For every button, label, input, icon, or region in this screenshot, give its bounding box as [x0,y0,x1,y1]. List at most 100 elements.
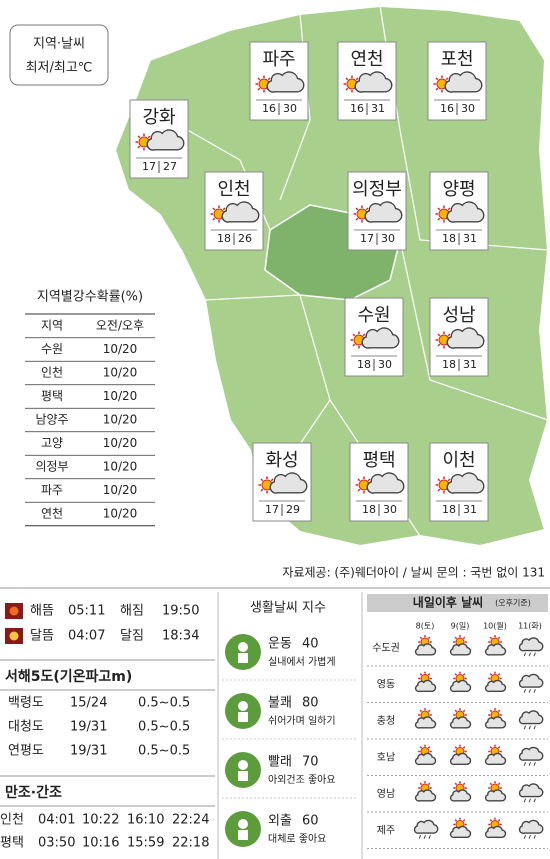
island-text: 대청도 [8,720,44,735]
sun-ray [489,673,493,676]
rain-drop [533,835,536,839]
sun-ray [497,819,501,822]
sun-ray [352,343,356,347]
island-text: 연평도 [8,744,44,759]
city-name: 인천 [217,179,250,200]
city-name: 포천 [440,49,473,70]
cloud-icon [484,752,507,766]
table-cell: 고양 [41,436,63,450]
sunmoon-text: 05:11 [68,604,105,619]
island-text: 0.5~0.5 [138,696,190,711]
tide-text: 22:18 [172,836,209,851]
table-cell: 연천 [41,506,63,521]
rain-drop [523,725,527,730]
rain-drop [523,798,527,803]
rain-drop [528,725,531,730]
legend-box [9,24,109,86]
cloud-icon [518,673,544,688]
tide-text: 16:10 [127,813,164,828]
temp-high: 30 [283,102,297,115]
cloud-icon [484,643,507,656]
city-name: 수원 [357,305,390,326]
temp-high: 30 [381,232,395,245]
cloud-icon [266,71,305,93]
forecast-region: 충청 [377,715,395,727]
sun-ray [362,333,366,337]
sun-ray [497,636,501,640]
forecast-day: 11(화) [518,622,542,631]
life-value: 60 [302,814,319,829]
cloud-icon [446,472,485,494]
sun-ray [489,819,493,822]
island-text: 19/31 [70,744,107,759]
cloud-icon [449,679,472,693]
sun-ray [257,87,261,91]
forecast-region: 호남 [377,752,395,764]
life-icon-figure [238,653,248,663]
sunmoon-text: 달짐 [120,629,144,644]
temp-low: 16 [350,102,364,115]
sun-ray [462,709,466,713]
sunmoon-text: 18:34 [162,629,199,644]
table-cell: 평택 [41,389,63,403]
table-cell: 10/20 [103,342,138,356]
life-note: 쉬어가며 일하기 [268,714,336,727]
cloud-icon [414,752,437,766]
table-cell: 10/20 [103,436,138,450]
sunmoon-text: 달뜸 [30,629,54,644]
table-header: 지역 [41,319,63,333]
temp-low: 16 [440,102,454,115]
cloud-icon [484,789,507,802]
legend-subtitle: 최저/최고℃ [26,61,93,76]
sun-ray [489,746,493,749]
sun-ray [454,673,458,676]
sun-icon [135,133,153,151]
sun-ray [462,782,466,786]
city-name: 양평 [442,179,475,200]
rain-drop [528,762,531,766]
sun-ray [445,77,449,81]
temp-high: 30 [461,102,475,115]
tides-title: 만조·간조 [5,784,62,801]
life-icon-figure [238,771,248,781]
table-cell: 10/20 [103,483,138,497]
tide-text: 10:16 [82,836,119,851]
forecast-header-band [367,594,548,612]
life-icon-figure [238,701,248,711]
forecast-subtitle: (오후기준) [495,599,531,608]
island-text: 0.5~0.5 [138,744,190,759]
islands-title: 서해5도(기온파고m) [5,669,132,685]
cloud-icon [484,825,507,839]
cloud-icon [364,201,403,223]
sun-ray [270,478,274,482]
sun-ray [427,782,431,786]
life-name: 외출 [268,814,292,829]
sunmoon-text: 해짐 [120,604,144,619]
sun-ray [419,709,423,713]
cloud-icon [413,819,439,834]
sun-ray [419,782,423,786]
precip-title: 지역별강수확률(%) [37,290,143,305]
sun-ray [345,87,349,91]
sun-ray [357,478,361,482]
legend-title: 지역·날씨 [33,37,85,52]
table-cell: 수원 [41,342,63,356]
cloud-icon [449,643,472,656]
cloud-icon [518,637,544,652]
temp-high: 31 [371,102,385,115]
city-name: 화성 [265,450,298,471]
sun-ray [437,488,441,492]
sun-ray [419,636,423,640]
cloud-icon [354,71,393,93]
temp-high: 30 [383,503,397,516]
city-name: 이천 [442,450,475,471]
cloud-icon [518,710,544,725]
cloud-icon [518,783,544,798]
tide-text: 22:24 [172,813,209,828]
rain-drop [533,689,536,693]
rain-drop [528,689,531,693]
sunmoon-text: 04:07 [68,629,105,644]
temp-low: 18 [442,232,456,245]
sun-ray [435,87,439,91]
